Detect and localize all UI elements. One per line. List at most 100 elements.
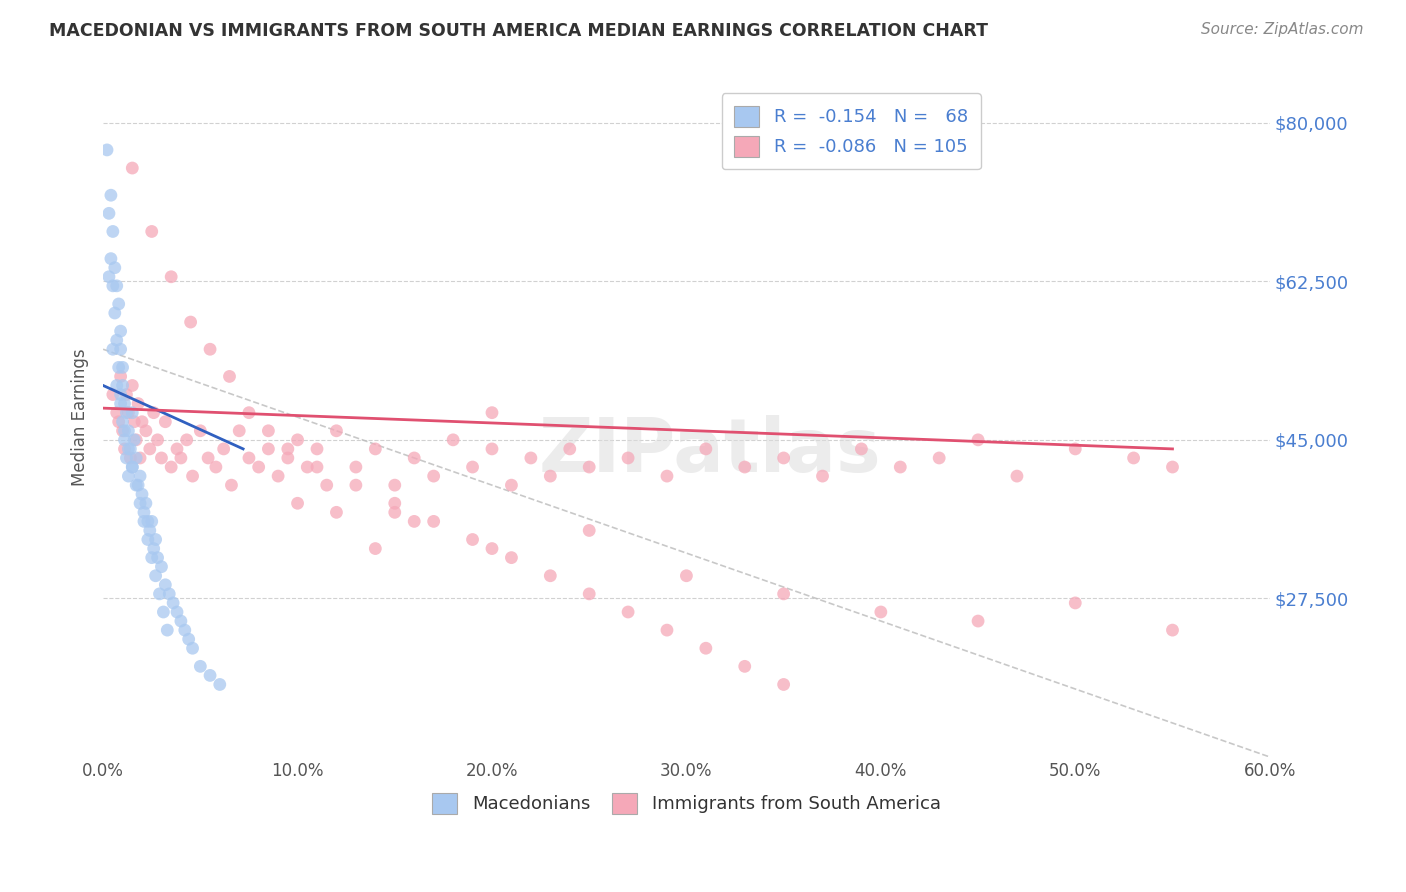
Point [107, 297, 129, 311]
Point [180, 315, 202, 329]
Point [155, 578, 177, 592]
Point [221, 478, 243, 492]
Point [1064, 596, 1087, 610]
Point [129, 496, 152, 510]
Point [695, 442, 717, 456]
Point [142, 541, 165, 556]
Point [155, 415, 177, 429]
Point [150, 559, 173, 574]
Point [422, 515, 444, 529]
Point [117, 442, 139, 456]
Point [141, 550, 163, 565]
Point [97, 206, 120, 220]
Point [287, 433, 309, 447]
Point [176, 433, 198, 447]
Point [205, 460, 228, 475]
Point [967, 433, 990, 447]
Point [101, 387, 124, 401]
Point [114, 424, 136, 438]
Point [121, 406, 143, 420]
Point [170, 614, 193, 628]
Point [104, 260, 127, 275]
Point [228, 424, 250, 438]
Point [114, 396, 136, 410]
Text: MACEDONIAN VS IMMIGRANTS FROM SOUTH AMERICA MEDIAN EARNINGS CORRELATION CHART: MACEDONIAN VS IMMIGRANTS FROM SOUTH AMER… [49, 22, 988, 40]
Point [558, 442, 581, 456]
Point [734, 460, 756, 475]
Point [967, 614, 990, 628]
Point [170, 450, 193, 465]
Point [238, 406, 260, 420]
Point [297, 460, 319, 475]
Point [257, 442, 280, 456]
Point [111, 424, 134, 438]
Point [145, 533, 167, 547]
Point [117, 424, 139, 438]
Point [247, 460, 270, 475]
Point [238, 450, 260, 465]
Point [100, 252, 122, 266]
Point [305, 442, 328, 456]
Point [177, 632, 200, 647]
Point [145, 568, 167, 582]
Point [617, 605, 640, 619]
Point [127, 478, 149, 492]
Point [257, 424, 280, 438]
Point [811, 469, 834, 483]
Point [277, 442, 299, 456]
Point [772, 587, 794, 601]
Point [96, 143, 118, 157]
Point [136, 515, 159, 529]
Point [520, 450, 543, 465]
Point [166, 605, 188, 619]
Point [166, 442, 188, 456]
Point [198, 668, 221, 682]
Point [115, 387, 138, 401]
Point [461, 533, 484, 547]
Point [104, 306, 127, 320]
Point [110, 369, 132, 384]
Point [139, 524, 162, 538]
Point [101, 343, 124, 357]
Point [325, 424, 347, 438]
Point [142, 406, 165, 420]
Point [422, 469, 444, 483]
Point [384, 478, 406, 492]
Point [344, 478, 367, 492]
Point [160, 269, 183, 284]
Point [121, 378, 143, 392]
Point [131, 487, 153, 501]
Point [617, 450, 640, 465]
Point [441, 433, 464, 447]
Point [344, 460, 367, 475]
Point [198, 343, 221, 357]
Y-axis label: Median Earnings: Median Earnings [72, 349, 89, 486]
Point [100, 188, 122, 202]
Point [655, 469, 678, 483]
Point [578, 587, 600, 601]
Point [404, 450, 426, 465]
Point [111, 415, 134, 429]
Text: Source: ZipAtlas.com: Source: ZipAtlas.com [1201, 22, 1364, 37]
Point [160, 460, 183, 475]
Point [538, 568, 561, 582]
Point [136, 533, 159, 547]
Point [129, 469, 152, 483]
Point [101, 278, 124, 293]
Point [1161, 460, 1184, 475]
Point [218, 369, 240, 384]
Point [287, 496, 309, 510]
Point [120, 450, 142, 465]
Point [148, 587, 170, 601]
Point [121, 460, 143, 475]
Point [655, 623, 678, 637]
Point [1122, 450, 1144, 465]
Point [188, 424, 211, 438]
Point [110, 324, 132, 338]
Point [150, 450, 173, 465]
Point [481, 406, 503, 420]
Point [501, 550, 523, 565]
Point [277, 450, 299, 465]
Point [141, 224, 163, 238]
Point [117, 406, 139, 420]
